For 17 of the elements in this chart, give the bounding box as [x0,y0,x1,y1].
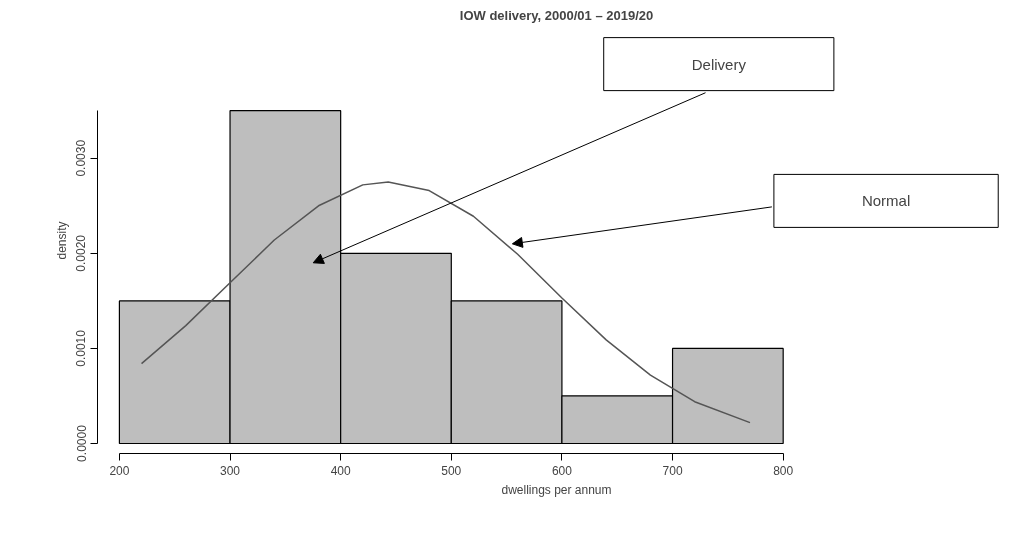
x-tick-label: 500 [441,463,462,478]
x-axis-title: dwellings per annum [501,482,612,497]
y-tick-label: 0.0030 [74,139,89,177]
y-tick-label: 0.0020 [74,234,89,272]
line-series [140,181,751,424]
x-tick-label: 800 [773,463,794,478]
y-tick-label: 0.0010 [74,329,89,367]
x-tick-label: 700 [662,463,683,478]
x-tick-label: 600 [551,463,573,478]
x-tick-label: 200 [109,463,130,478]
x-tick-label: 300 [220,463,241,478]
text: Normal [861,192,911,210]
chart-title: IOW delivery, 2000/01 – 2019/20 [459,7,654,23]
x-tick-label: 400 [330,463,351,478]
text: Delivery [691,55,747,73]
y-tick-label: 0.0000 [74,424,89,462]
y-axis-title: density [54,221,69,260]
